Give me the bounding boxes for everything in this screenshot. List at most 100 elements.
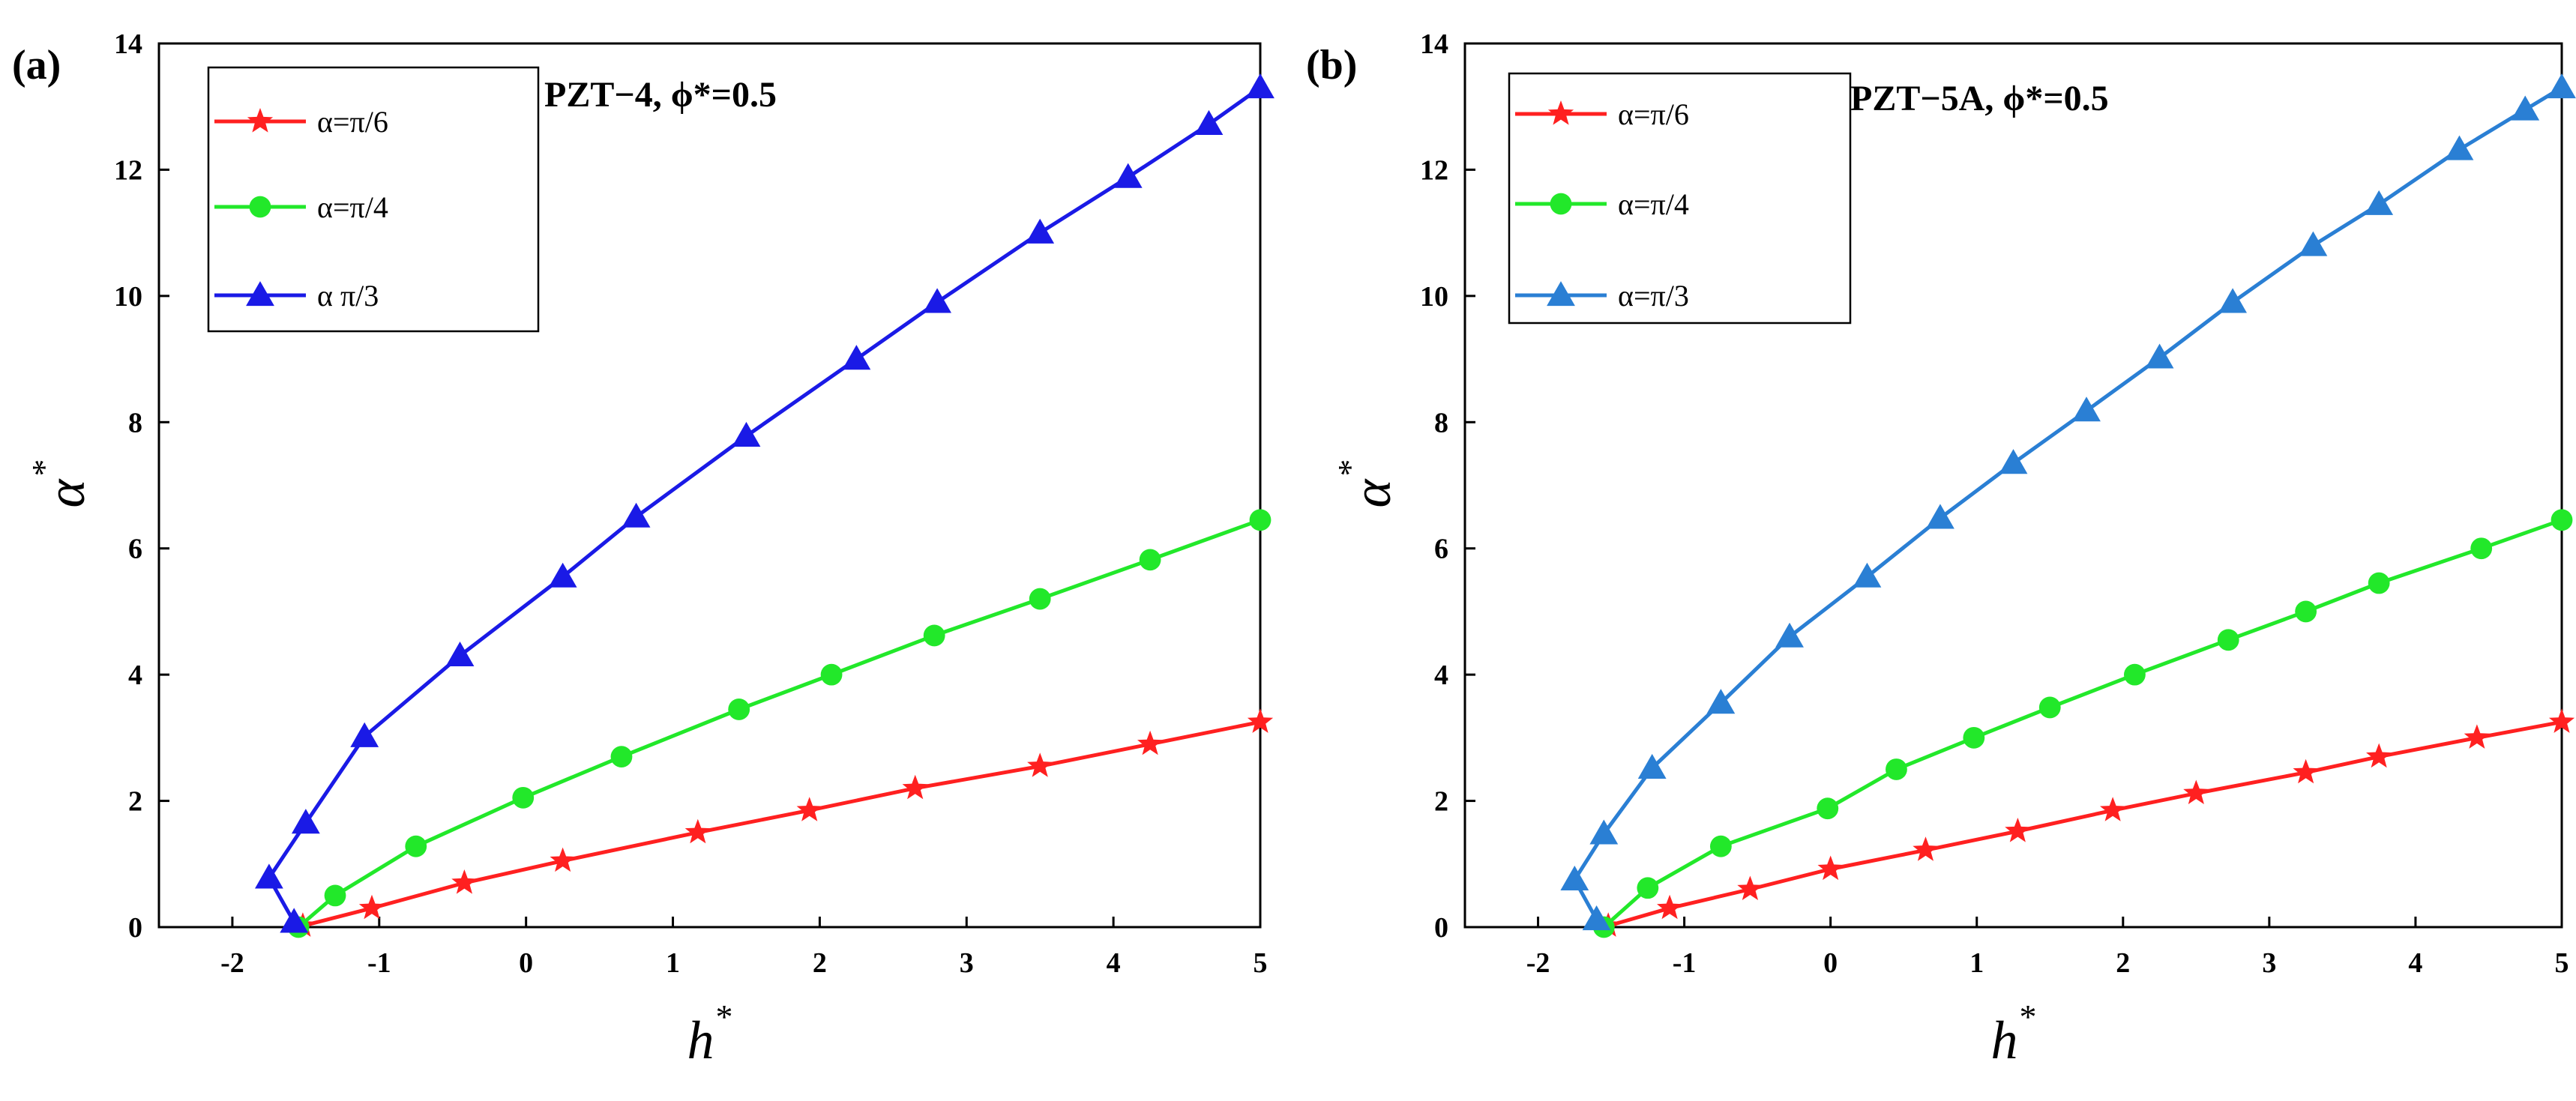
x-axis-title-text: h <box>1991 1010 2018 1070</box>
plot-frame <box>157 42 1262 929</box>
data-point <box>820 663 843 686</box>
data-point <box>2299 231 2328 256</box>
x-tick-label: 2 <box>813 947 827 979</box>
data-point <box>1026 218 1055 244</box>
data-point <box>548 562 577 588</box>
data-point <box>1913 836 1939 861</box>
data-point <box>1027 752 1053 777</box>
legend-swatch-marker <box>246 281 274 307</box>
data-point <box>1582 905 1611 931</box>
legend-swatch-marker <box>1550 193 1572 215</box>
x-tick-label: -1 <box>1673 947 1697 979</box>
data-point <box>728 699 750 720</box>
data-point <box>2548 73 2576 99</box>
series-line <box>302 720 1261 928</box>
y-axis-title-sup: * <box>25 459 63 477</box>
y-tick-label: 8 <box>1434 407 1448 438</box>
legend: α=π/6 α=π/4 α=π/3 <box>1508 72 1852 325</box>
data-point <box>1137 730 1164 755</box>
panel-label: (b) <box>1306 42 1357 88</box>
y-tick-label: 12 <box>1420 154 1448 186</box>
data-point <box>350 722 379 747</box>
x-axis-title: h * <box>1991 998 2037 1070</box>
data-point <box>1194 109 1224 135</box>
data-point <box>2124 663 2146 686</box>
x-tick-label: -1 <box>367 947 391 979</box>
data-point <box>255 863 283 889</box>
data-point <box>2038 696 2061 719</box>
legend-swatch-marker <box>247 108 274 133</box>
y-tick-label: 14 <box>1420 28 1448 60</box>
y-axis-title: α* <box>1331 459 1402 508</box>
data-point <box>1775 622 1804 648</box>
data-point <box>796 797 822 821</box>
data-point <box>550 847 576 872</box>
legend-label-1: α=π/4 <box>317 190 388 224</box>
data-point <box>2183 779 2209 804</box>
data-point <box>1246 73 1275 99</box>
data-point <box>405 835 427 857</box>
legend-swatch-marker <box>249 196 271 218</box>
legend-swatch-marker <box>1547 100 1574 125</box>
x-tick-label: 2 <box>2116 947 2130 979</box>
data-point <box>2470 537 2493 560</box>
series-line <box>297 518 1261 929</box>
series-2 <box>1560 73 2576 931</box>
data-point <box>2445 135 2474 160</box>
data-point <box>622 502 651 528</box>
data-point <box>2145 343 2174 369</box>
y-tick-label: 6 <box>128 534 142 565</box>
data-point <box>358 894 385 920</box>
x-tick-label: 0 <box>519 947 533 979</box>
data-point <box>1853 562 1882 588</box>
data-point <box>1247 708 1274 733</box>
x-tick-label: 5 <box>1254 947 1268 979</box>
data-point <box>2464 724 2490 749</box>
data-point <box>2100 797 2126 821</box>
x-axis-title-sup: * <box>716 998 733 1036</box>
data-point <box>1737 875 1763 900</box>
data-point <box>842 345 871 370</box>
data-point <box>2005 818 2031 842</box>
x-tick-label: -2 <box>220 947 244 979</box>
legend-label-1: α=π/4 <box>1618 187 1689 221</box>
y-axis-title-text: α <box>36 479 96 508</box>
y-axis-title: α* <box>25 459 96 508</box>
series-0 <box>289 708 1274 937</box>
data-point <box>1706 689 1736 714</box>
data-point <box>1709 835 1732 857</box>
y-tick-label: 6 <box>1434 534 1448 565</box>
data-point <box>610 746 633 768</box>
data-point <box>732 421 761 447</box>
data-point <box>902 774 928 800</box>
data-point <box>2365 190 2394 215</box>
data-point <box>2366 743 2392 768</box>
data-point <box>1657 894 1683 920</box>
series-layer <box>255 73 1275 938</box>
x-tick-label: 4 <box>1107 947 1121 979</box>
panel-label: (a) <box>12 42 61 88</box>
data-point <box>1029 588 1051 610</box>
data-point <box>1886 758 1907 780</box>
x-tick-label: -2 <box>1526 947 1550 979</box>
y-tick-label: 0 <box>128 912 142 944</box>
data-point <box>1560 865 1589 891</box>
legend-label-0: α=π/6 <box>317 105 388 139</box>
data-point <box>1637 753 1667 779</box>
y-tick-label: 4 <box>128 660 142 691</box>
x-tick-label: 0 <box>1823 947 1838 979</box>
y-tick-label: 12 <box>114 154 142 186</box>
x-axis-title-sup: * <box>2020 998 2037 1036</box>
data-point <box>1963 726 1985 749</box>
y-tick-label: 10 <box>114 281 142 313</box>
legend-label-2: α π/3 <box>317 279 379 313</box>
y-tick-label: 10 <box>1420 281 1448 313</box>
legend: α=π/6 α=π/4 α π/3 <box>207 66 540 333</box>
data-point <box>684 818 711 844</box>
data-point <box>2072 396 2101 422</box>
chart-annotation: PZT−4, ϕ*=0.5 <box>544 75 777 115</box>
y-tick-label: 2 <box>1434 786 1448 818</box>
data-point <box>923 624 945 647</box>
